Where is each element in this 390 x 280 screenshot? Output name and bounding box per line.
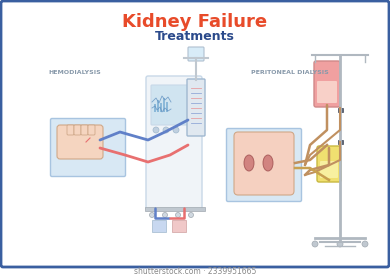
Ellipse shape [263, 155, 273, 171]
Circle shape [173, 127, 179, 133]
Bar [163, 98, 165, 112]
FancyBboxPatch shape [317, 81, 337, 103]
Text: PERITONEAL DIALYSIS: PERITONEAL DIALYSIS [251, 69, 329, 74]
Circle shape [176, 213, 181, 218]
FancyBboxPatch shape [187, 79, 205, 136]
FancyBboxPatch shape [50, 118, 126, 176]
Circle shape [337, 241, 343, 247]
Bar [154, 104, 156, 112]
Circle shape [149, 213, 154, 218]
Text: HEMODIALYSIS: HEMODIALYSIS [49, 69, 101, 74]
FancyBboxPatch shape [227, 129, 301, 202]
Bar [338, 108, 343, 112]
Circle shape [312, 241, 318, 247]
FancyBboxPatch shape [151, 85, 197, 125]
FancyBboxPatch shape [234, 132, 294, 195]
Bar [166, 102, 168, 112]
Bar [145, 207, 205, 211]
Bar [172, 220, 186, 232]
Circle shape [362, 241, 368, 247]
FancyBboxPatch shape [81, 125, 88, 135]
Circle shape [163, 127, 169, 133]
Circle shape [163, 213, 167, 218]
Text: Kidney Failure: Kidney Failure [122, 13, 268, 31]
Bar [338, 140, 343, 144]
FancyBboxPatch shape [88, 125, 95, 135]
FancyBboxPatch shape [1, 1, 389, 267]
Text: Treatments: Treatments [155, 29, 235, 43]
FancyBboxPatch shape [314, 61, 340, 107]
FancyBboxPatch shape [146, 76, 202, 210]
FancyBboxPatch shape [317, 146, 341, 182]
FancyBboxPatch shape [57, 125, 103, 159]
Bar [160, 103, 162, 112]
Text: shutterstock.com · 2339951665: shutterstock.com · 2339951665 [134, 267, 256, 277]
Circle shape [153, 127, 159, 133]
Circle shape [188, 213, 193, 218]
Bar [157, 100, 159, 112]
FancyBboxPatch shape [188, 47, 204, 61]
FancyBboxPatch shape [320, 161, 338, 178]
FancyBboxPatch shape [74, 125, 81, 135]
Ellipse shape [244, 155, 254, 171]
Bar [152, 220, 166, 232]
FancyBboxPatch shape [67, 125, 74, 135]
